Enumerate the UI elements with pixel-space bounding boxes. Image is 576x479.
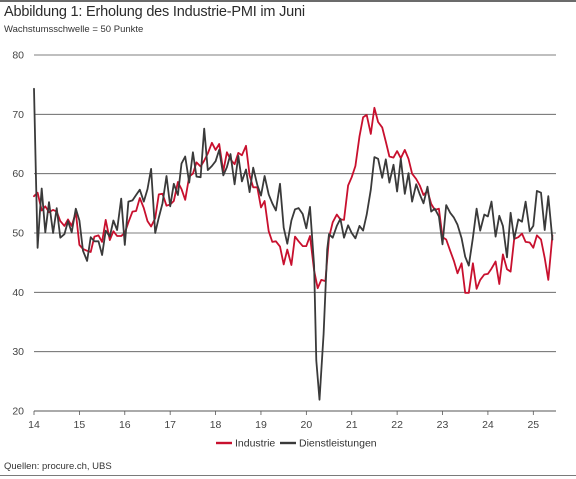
x-tick-label: 22	[391, 419, 403, 431]
legend-label-industrie: Industrie	[235, 438, 275, 450]
legend-label-dienstleistungen: Dienstleistungen	[299, 438, 377, 450]
x-tick-label: 25	[527, 419, 539, 431]
x-tick-label: 19	[255, 419, 267, 431]
source-note: Quellen: procure.ch, UBS	[4, 461, 112, 472]
y-tick-label: 20	[12, 406, 24, 418]
y-tick-label: 70	[12, 109, 24, 121]
y-tick-label: 60	[12, 168, 24, 180]
x-tick-label: 16	[119, 419, 131, 431]
y-tick-label: 50	[12, 228, 24, 240]
series-line-dienstleistungen	[33, 87, 554, 401]
x-tick-label: 14	[28, 419, 40, 431]
x-tick-label: 21	[346, 419, 358, 431]
x-tick-label: 20	[301, 419, 313, 431]
x-tick-label: 23	[437, 419, 449, 431]
series-line-industrie	[33, 106, 554, 294]
y-tick-label: 30	[12, 346, 24, 358]
bottom-rule	[0, 475, 576, 476]
x-axis-ticks: 14 15 16 17 18 19 20 21 22 23 24 25	[28, 411, 539, 431]
series-lines	[33, 87, 554, 401]
y-tick-label: 40	[12, 287, 24, 299]
y-axis-ticks: 20 30 40 50 60 70 80	[12, 50, 24, 418]
chart-title: Abbildung 1: Erholung des Industrie-PMI …	[4, 4, 305, 20]
top-rule	[0, 0, 576, 2]
chart-subtitle: Wachstumsschwelle = 50 Punkte	[4, 24, 144, 35]
x-tick-label: 15	[74, 419, 86, 431]
x-tick-label: 18	[210, 419, 222, 431]
x-tick-label: 17	[164, 419, 176, 431]
x-tick-label: 24	[482, 419, 494, 431]
y-tick-label: 80	[12, 50, 24, 62]
legend: Industrie Dienstleistungen	[216, 438, 377, 450]
